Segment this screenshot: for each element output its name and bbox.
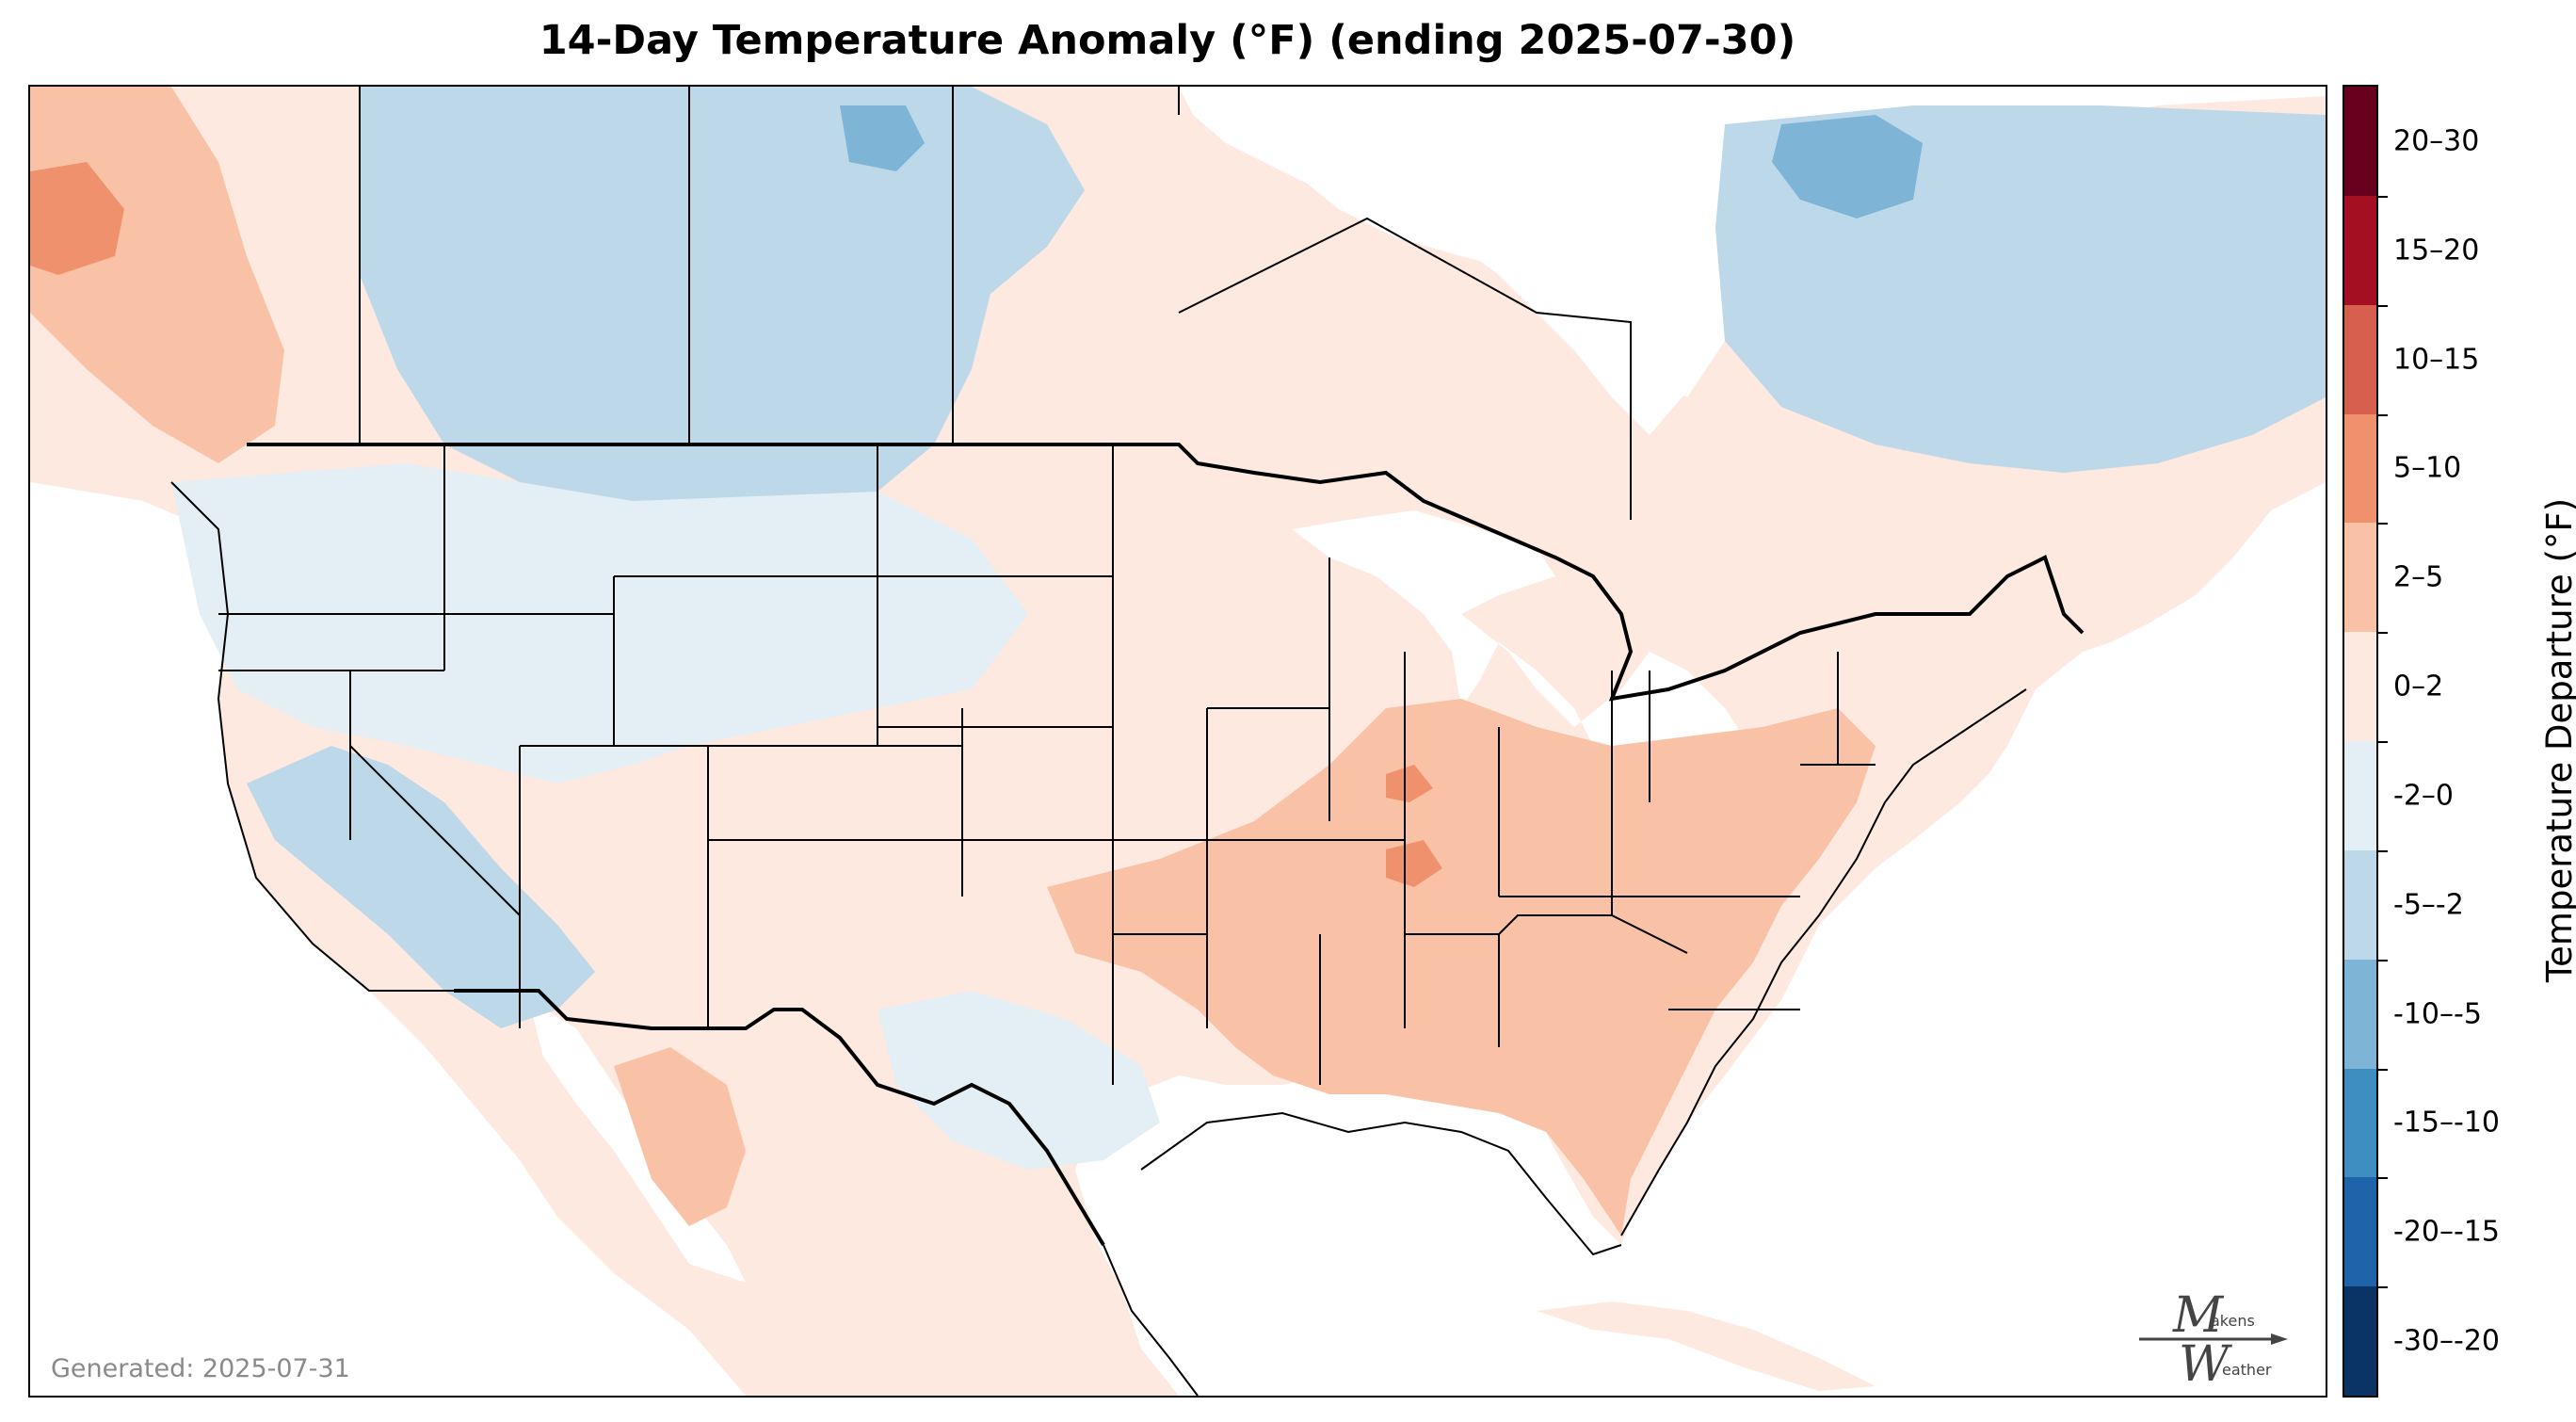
colorbar-segment — [2344, 1068, 2376, 1178]
colorbar-segment — [2344, 849, 2376, 961]
colorbar-segment — [2344, 304, 2376, 414]
makens-weather-logo: M akens W eather — [2130, 1285, 2299, 1393]
colorbar-segment — [2344, 632, 2376, 742]
atlantic-ocean — [1706, 614, 2326, 1396]
colorbar-label: 2–5 — [2393, 560, 2444, 594]
logo-top-letter: M — [2172, 1287, 2225, 1344]
map-canvas — [30, 87, 2326, 1396]
anomaly-map — [28, 85, 2327, 1398]
chart-title: 14-Day Temperature Anomaly (°F) (ending … — [539, 17, 1796, 64]
colorbar-tick — [2378, 304, 2388, 307]
us-state-lines — [218, 444, 1876, 1085]
anomaly-cool-prairies-core — [840, 105, 925, 171]
colorbar-tick — [2378, 1286, 2388, 1289]
colorbar-segment — [2344, 413, 2376, 524]
colorbar-label: -5–-2 — [2393, 888, 2464, 922]
colorbar-title: Temperature Departure (°F) — [2539, 497, 2576, 983]
hudson-bay — [1207, 87, 1876, 397]
anomaly-layer — [30, 87, 2326, 1236]
us-canada-border — [247, 443, 2085, 702]
boundaries-layer — [170, 87, 2085, 1396]
colorbar-segment — [2344, 1177, 2376, 1287]
colorbar-tick — [2378, 1177, 2388, 1180]
colorbar-tick — [2378, 849, 2388, 852]
colorbar-label: -20–-15 — [2393, 1215, 2500, 1249]
colorbar-segment — [2344, 523, 2376, 633]
colorbar-label: 10–15 — [2393, 343, 2480, 377]
anomaly-cool-prairies — [360, 87, 1085, 529]
anomaly-warm-illinois-core — [1386, 765, 1433, 802]
logo-mark: M akens W eather — [2139, 1287, 2288, 1393]
anomaly-cool-nw — [171, 463, 1028, 784]
canada-province-lines — [359, 87, 1632, 520]
colorbar-tick — [2378, 195, 2388, 198]
logo-bottom-letter: W — [2179, 1336, 2232, 1388]
colorbar-label: 0–2 — [2393, 670, 2444, 703]
colorbar-tick — [2378, 741, 2388, 743]
anomaly-warm-mississippi-core — [1386, 840, 1442, 887]
great-lakes — [1292, 510, 1744, 765]
anomaly-cool-west — [247, 746, 595, 1028]
colorbar-tick — [2378, 959, 2388, 961]
colorbar-segment — [2344, 741, 2376, 851]
colorbar-segment — [2344, 1286, 2376, 1397]
logo-bottom-text: eather — [2222, 1361, 2272, 1379]
colorbar-segment — [2344, 959, 2376, 1069]
generated-date: Generated: 2025-07-31 — [51, 1354, 350, 1383]
colorbar-label: -15–-10 — [2393, 1106, 2500, 1139]
colorbar-tick — [2378, 523, 2388, 525]
anomaly-cool-southwest — [877, 991, 1160, 1170]
colorbar-label: -30–-20 — [2393, 1324, 2500, 1358]
colorbar-label: 20–30 — [2393, 124, 2480, 158]
colorbar — [2343, 85, 2378, 1398]
colorbar-segment — [2344, 87, 2376, 197]
colorbar-label: -10–-5 — [2393, 997, 2482, 1031]
colorbar-tick — [2378, 632, 2388, 635]
pacific-ocean — [30, 482, 746, 1396]
anomaly-cool-quebec-core — [1772, 115, 1923, 218]
coastline — [170, 481, 2027, 1396]
colorbar-label: 5–10 — [2393, 451, 2462, 485]
colorbar-tick — [2378, 1068, 2388, 1071]
anomaly-warm-southeast — [1047, 699, 1876, 1236]
colorbar-segment — [2344, 195, 2376, 306]
anomaly-warm-bc-core — [30, 162, 124, 275]
colorbar-label: 15–20 — [2393, 234, 2480, 267]
cuba — [1537, 1301, 1876, 1391]
anomaly-warm-mexico — [614, 1047, 746, 1226]
us-mexico-border — [454, 989, 1105, 1247]
colorbar-tick — [2378, 413, 2388, 416]
logo-top-text: akens — [2211, 1312, 2255, 1330]
colorbar-label: -2–0 — [2393, 779, 2454, 813]
